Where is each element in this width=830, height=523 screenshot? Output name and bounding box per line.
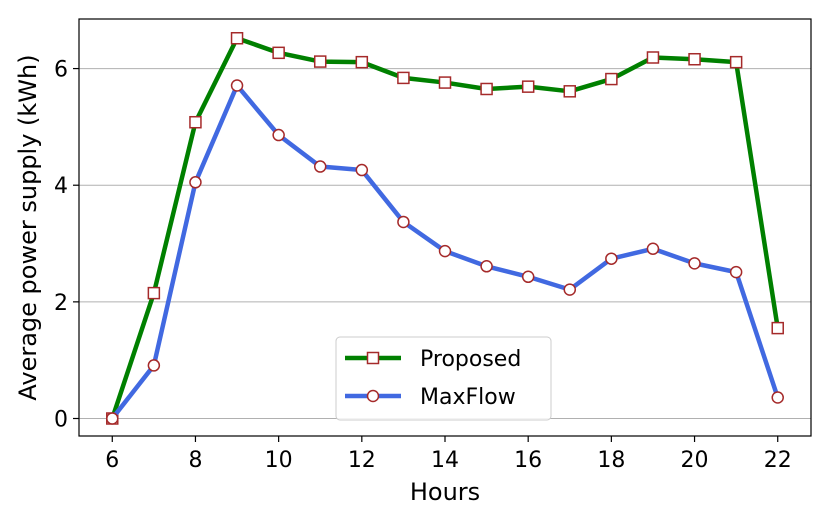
data-point	[480, 260, 493, 273]
x-tick-label: 6	[105, 448, 119, 473]
legend-marker	[366, 389, 380, 403]
data-point	[563, 283, 577, 296]
data-point	[313, 160, 327, 173]
data-point	[147, 359, 161, 372]
data-point	[771, 391, 784, 404]
data-point	[230, 79, 244, 92]
series-group	[106, 31, 784, 425]
y-tick-label: 0	[54, 408, 68, 433]
data-point	[230, 31, 244, 45]
data-point	[688, 257, 701, 270]
legend-marker	[366, 351, 380, 365]
legend: Proposed MaxFlow	[335, 336, 552, 421]
x-axis-label: Hours	[410, 478, 480, 506]
data-point	[355, 55, 369, 69]
data-point	[147, 286, 161, 300]
x-axis: 6 8 10 12 14 16 18 20 22	[105, 436, 792, 473]
data-point	[438, 244, 452, 258]
data-point	[605, 72, 618, 86]
data-point	[272, 128, 285, 142]
series-maxflow	[106, 79, 784, 425]
data-point	[355, 163, 369, 177]
x-tick-label: 16	[514, 448, 542, 473]
data-point	[646, 242, 660, 256]
data-point	[313, 55, 327, 68]
data-point	[771, 321, 784, 335]
data-point	[189, 176, 202, 189]
x-tick-label: 20	[681, 448, 709, 473]
data-point	[272, 46, 285, 60]
data-point	[563, 85, 577, 98]
x-tick-label: 12	[348, 448, 376, 473]
x-tick-label: 22	[764, 448, 792, 473]
legend-label: Proposed	[420, 347, 521, 372]
x-tick-label: 10	[265, 448, 293, 473]
x-tick-label: 14	[431, 448, 459, 473]
y-axis: 0 2 4 6	[54, 58, 79, 433]
x-tick-label: 8	[188, 448, 202, 473]
data-point	[521, 80, 535, 93]
data-point	[397, 71, 410, 85]
data-point	[688, 52, 701, 66]
y-axis-label: Average power supply (kWh)	[14, 54, 42, 400]
data-point	[646, 51, 660, 64]
data-point	[605, 252, 618, 265]
data-point	[480, 82, 493, 96]
legend-label: MaxFlow	[420, 385, 516, 410]
data-point	[106, 412, 119, 425]
y-tick-label: 4	[54, 174, 68, 199]
data-point	[438, 76, 452, 89]
data-point	[189, 115, 202, 129]
y-tick-label: 2	[54, 291, 68, 316]
data-point	[729, 265, 743, 279]
data-point	[397, 215, 410, 229]
data-point	[729, 55, 743, 69]
x-tick-label: 18	[597, 448, 625, 473]
y-tick-label: 6	[54, 58, 68, 83]
data-point	[521, 270, 535, 284]
